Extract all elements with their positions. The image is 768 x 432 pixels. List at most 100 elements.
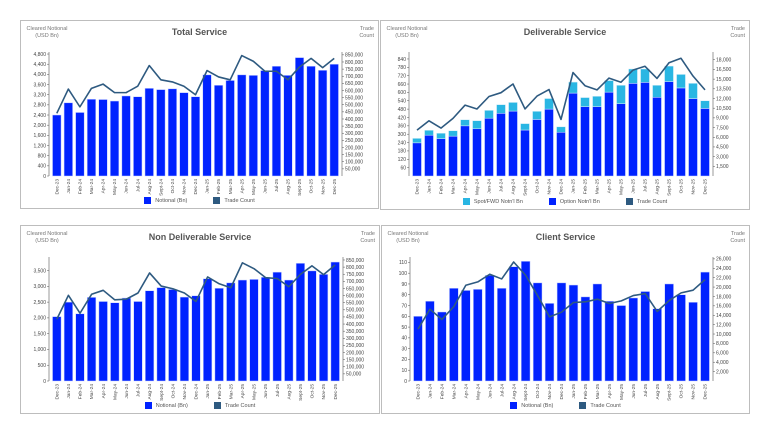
bar-May-24 bbox=[110, 100, 120, 177]
x-tick-label: Feb-24 bbox=[78, 384, 84, 400]
legend-item[interactable]: Option Notn'l Bn bbox=[548, 198, 600, 205]
bar-Jan-25 bbox=[202, 74, 212, 177]
bar-Dec-24 bbox=[556, 282, 567, 382]
y2-tick-label: 50,000 bbox=[346, 372, 362, 378]
bar-May-25 bbox=[616, 305, 626, 382]
legend-item[interactable]: Notional (Bn) bbox=[144, 197, 187, 204]
stack-bar-Jul-25 bbox=[640, 68, 650, 83]
y-tick-label: 500 bbox=[38, 363, 47, 369]
x-tick-label: Sept-25 bbox=[667, 179, 673, 196]
bar-Dec-23 bbox=[52, 114, 62, 177]
bar-Jun-25 bbox=[260, 70, 270, 177]
y-tick-label: 120 bbox=[398, 157, 407, 163]
bar-Jan-25 bbox=[568, 284, 579, 382]
y-tick-label: 300 bbox=[398, 132, 407, 138]
y-tick-label: 0 bbox=[43, 174, 46, 180]
y-tick-label: 480 bbox=[398, 107, 407, 113]
y2-tick-label: 16,500 bbox=[716, 67, 732, 73]
stack-bar-Mar-24 bbox=[448, 130, 458, 137]
x-tick-label: Aug-25 bbox=[286, 384, 292, 400]
y2-tick-label: 850,000 bbox=[345, 53, 363, 59]
bar-Apr-24 bbox=[98, 301, 108, 382]
x-tick-label: Dec-24 bbox=[559, 384, 565, 400]
bar-Oct-25 bbox=[676, 294, 686, 382]
stack-bar-Jun-25 bbox=[628, 68, 638, 84]
x-tick-label: Jul-25 bbox=[643, 384, 649, 397]
legend-item[interactable]: Trade Count bbox=[213, 197, 255, 204]
x-tick-label: Feb-25 bbox=[216, 179, 222, 195]
bar-Jul-25 bbox=[640, 291, 650, 382]
legend-label: Trade Count bbox=[224, 197, 255, 204]
y-tick-label: 30 bbox=[401, 346, 407, 352]
stack-bar-Aug-24 bbox=[508, 102, 518, 112]
y2-tick-label: 10,000 bbox=[716, 332, 732, 338]
bar-Nov-24 bbox=[544, 108, 554, 177]
legend-item[interactable]: Spot/FWD Notn'l Bn bbox=[462, 198, 523, 205]
legend-item[interactable]: Trade Count bbox=[213, 402, 255, 409]
y-tick-label: 90 bbox=[401, 282, 407, 288]
bar-Nov-25 bbox=[319, 274, 329, 382]
y-tick-label: 3,200 bbox=[33, 92, 46, 98]
bar-Aug-25 bbox=[652, 308, 662, 382]
stack-bar-Oct-25 bbox=[676, 74, 686, 89]
y-tick-label: 840 bbox=[398, 57, 407, 63]
bar-Feb-24 bbox=[437, 311, 447, 382]
legend-item[interactable]: Trade Count bbox=[625, 198, 667, 205]
legend-item[interactable]: Notional (Bn) bbox=[510, 402, 553, 409]
y2-tick-label: 600,000 bbox=[345, 88, 363, 94]
bar-Mar-25 bbox=[226, 282, 236, 382]
bar-Mar-24 bbox=[448, 135, 458, 177]
bar-Aug-24 bbox=[508, 266, 519, 382]
y-tick-label: 2,500 bbox=[33, 300, 46, 306]
stack-bar-Feb-25 bbox=[580, 97, 590, 107]
legend: Spot/FWD Notn'l Bn Option Notn'l Bn Trade … bbox=[381, 198, 749, 205]
bar-Jul-25 bbox=[272, 271, 282, 382]
x-tick-label: Feb-25 bbox=[217, 384, 223, 400]
bar-Aug-25 bbox=[283, 75, 293, 177]
x-tick-label: May-24 bbox=[475, 179, 481, 195]
y2-tick-label: 9,000 bbox=[716, 116, 729, 122]
y-tick-label: 2,400 bbox=[33, 113, 46, 119]
x-tick-label: Apr-25 bbox=[239, 179, 245, 194]
x-tick-label: May-25 bbox=[619, 179, 625, 195]
x-tick-label: Jul-25 bbox=[275, 384, 281, 397]
bar-Sept-25 bbox=[664, 283, 674, 382]
bar-Oct-25 bbox=[676, 87, 686, 177]
x-tick-label: Nov-25 bbox=[321, 384, 327, 400]
y2-axis-label: Trade Count bbox=[359, 26, 374, 39]
legend-item[interactable]: Notional (Bn) bbox=[144, 402, 188, 409]
y-tick-label: 1,600 bbox=[33, 133, 46, 139]
bar-Jul-25 bbox=[271, 65, 281, 177]
x-tick-label: Oct-24 bbox=[170, 384, 176, 399]
bar-Jun-25 bbox=[628, 297, 638, 382]
y-tick-label: 540 bbox=[398, 99, 407, 105]
y2-tick-label: 800,000 bbox=[345, 60, 363, 66]
x-tick-label: Nov-25 bbox=[320, 179, 326, 195]
x-tick-label: Feb-25 bbox=[583, 384, 589, 400]
y2-tick-label: 22,000 bbox=[716, 275, 732, 281]
x-tick-label: Mar-24 bbox=[451, 179, 457, 195]
y-tick-label: 0 bbox=[43, 379, 46, 385]
x-tick-label: Jun-25 bbox=[263, 384, 269, 399]
bar-Dec-25 bbox=[700, 271, 710, 382]
chart-panel-non-deliverable-service: Non Deliverable Service Cleared Notional … bbox=[20, 225, 380, 414]
bar-Nov-25 bbox=[688, 98, 698, 177]
y-tick-label: 400 bbox=[38, 164, 47, 170]
bar-Nov-24 bbox=[544, 303, 555, 382]
y-tick-label: 20 bbox=[401, 357, 407, 363]
bar-Aug-24 bbox=[508, 110, 518, 177]
x-tick-label: Oct-25 bbox=[309, 179, 315, 194]
y2-tick-label: 750,000 bbox=[346, 272, 364, 278]
stack-bar-Nov-24 bbox=[544, 98, 554, 110]
y-tick-label: 40 bbox=[401, 336, 407, 342]
legend-swatch bbox=[625, 198, 633, 205]
y-tick-label: 600 bbox=[398, 90, 407, 96]
x-tick-label: Feb-25 bbox=[583, 179, 589, 195]
bar-May-25 bbox=[616, 103, 626, 177]
legend-item[interactable]: Trade Count bbox=[579, 402, 621, 409]
bar-Sept-24 bbox=[520, 261, 531, 382]
chart-panel-deliverable-service: Deliverable Service Cleared Notional (USD… bbox=[380, 20, 750, 210]
y-tick-label: 240 bbox=[398, 140, 407, 146]
legend-label: Notional (Bn) bbox=[155, 197, 188, 204]
bar-Feb-25 bbox=[214, 85, 224, 177]
